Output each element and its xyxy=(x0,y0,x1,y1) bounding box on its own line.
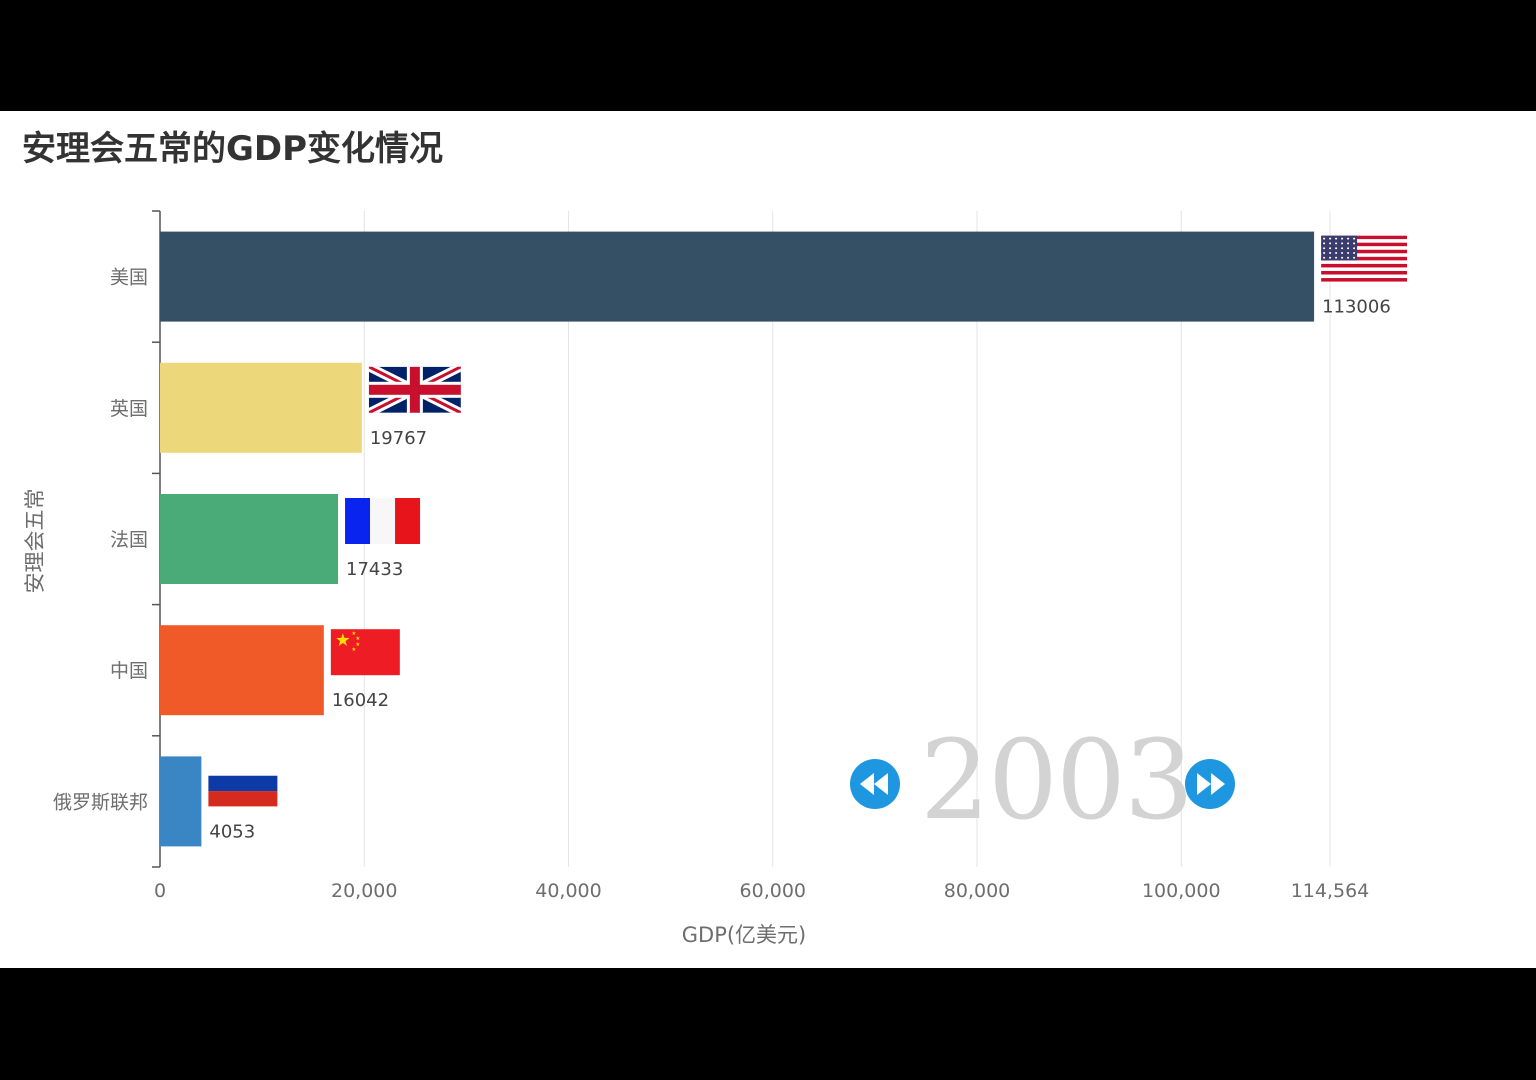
category-label: 美国 xyxy=(110,267,148,289)
x-tick-label: 60,000 xyxy=(740,880,806,902)
category-label: 英国 xyxy=(110,398,148,420)
bar-chart: 0 20,000 40,000 60,000 80,000 100,000 114,564 … xyxy=(53,210,1408,902)
flags xyxy=(208,235,1408,807)
bars xyxy=(160,231,1315,847)
y-axis-title: 安理会五常 xyxy=(23,488,47,594)
category-label: 俄罗斯联邦 xyxy=(53,791,148,813)
bar xyxy=(160,231,1315,322)
us-flag-icon xyxy=(1321,235,1408,282)
value-label: 113006 xyxy=(1322,297,1391,318)
fast-forward-icon xyxy=(1197,773,1225,795)
china-flag-icon xyxy=(330,629,400,676)
x-tick-label: 114,564 xyxy=(1291,880,1370,902)
x-tick-label: 0 xyxy=(154,880,166,902)
x-tick-label: 40,000 xyxy=(535,880,601,902)
x-axis-title: GDP(亿美元) xyxy=(681,923,807,947)
uk-flag-icon xyxy=(368,366,461,413)
year-label: 2003 xyxy=(920,716,1194,844)
rewind-button[interactable] xyxy=(850,759,900,809)
value-label: 19767 xyxy=(370,428,427,449)
value-label: 16042 xyxy=(332,690,389,711)
chart-title: 安理会五常的GDP变化情况 xyxy=(22,129,444,169)
russia-flag-icon xyxy=(208,760,278,807)
labels: 美国 113006 英国 19767 法国 17433 中国 16042 俄罗斯联邦 4053 xyxy=(53,267,1391,843)
value-label: 17433 xyxy=(346,559,403,580)
category-label: 法国 xyxy=(110,529,148,551)
value-label: 4053 xyxy=(209,821,255,842)
fast-forward-button[interactable] xyxy=(1185,759,1235,809)
rewind-icon xyxy=(860,773,888,795)
bar xyxy=(160,756,202,847)
category-label: 中国 xyxy=(110,660,148,682)
bar xyxy=(160,625,324,716)
axes: 0 20,000 40,000 60,000 80,000 100,000 114,564 xyxy=(152,210,1370,902)
chart-frame: 安理会五常的GDP变化情况 0 20,000 40,000 60,000 80,000 1… xyxy=(0,111,1536,968)
x-tick-label: 20,000 xyxy=(331,880,397,902)
x-tick-label: 100,000 xyxy=(1142,880,1221,902)
france-flag-icon xyxy=(345,498,421,544)
bar xyxy=(160,494,339,584)
bar xyxy=(160,362,362,453)
x-tick-label: 80,000 xyxy=(944,880,1010,902)
